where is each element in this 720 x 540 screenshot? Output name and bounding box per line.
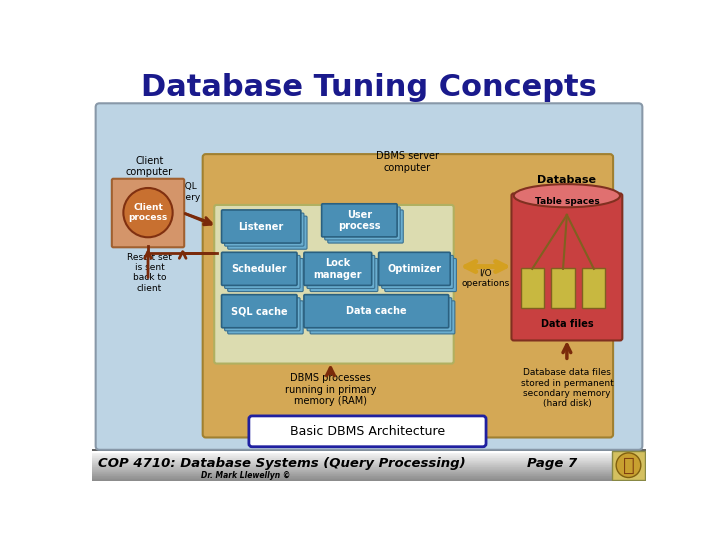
- FancyBboxPatch shape: [92, 455, 647, 456]
- Text: Lock
manager: Lock manager: [314, 258, 362, 280]
- FancyBboxPatch shape: [92, 461, 647, 462]
- FancyBboxPatch shape: [92, 465, 647, 466]
- FancyBboxPatch shape: [92, 458, 647, 459]
- Text: User
process: User process: [338, 210, 381, 231]
- Text: Basic DBMS Architecture: Basic DBMS Architecture: [290, 425, 445, 438]
- Text: Result set
is sent
back to
client: Result set is sent back to client: [127, 253, 172, 293]
- FancyBboxPatch shape: [384, 259, 456, 292]
- FancyBboxPatch shape: [222, 295, 297, 328]
- FancyBboxPatch shape: [92, 475, 647, 476]
- Text: Optimizer: Optimizer: [387, 264, 441, 274]
- FancyBboxPatch shape: [228, 216, 307, 249]
- Text: Page 7: Page 7: [527, 457, 577, 470]
- FancyBboxPatch shape: [328, 210, 403, 243]
- Circle shape: [616, 453, 641, 477]
- FancyBboxPatch shape: [92, 478, 647, 479]
- Text: Data files: Data files: [541, 319, 593, 329]
- FancyBboxPatch shape: [222, 252, 297, 286]
- FancyBboxPatch shape: [92, 470, 647, 471]
- FancyBboxPatch shape: [92, 464, 647, 465]
- Text: COP 4710: Database Systems (Query Processing): COP 4710: Database Systems (Query Proces…: [98, 457, 466, 470]
- FancyBboxPatch shape: [92, 480, 647, 481]
- FancyBboxPatch shape: [310, 259, 378, 292]
- FancyBboxPatch shape: [92, 466, 647, 467]
- FancyBboxPatch shape: [304, 252, 372, 286]
- Text: Client
computer: Client computer: [126, 156, 173, 177]
- FancyBboxPatch shape: [379, 252, 450, 286]
- FancyBboxPatch shape: [310, 301, 455, 334]
- FancyBboxPatch shape: [92, 468, 647, 469]
- Text: Database Tuning Concepts: Database Tuning Concepts: [141, 73, 597, 103]
- Text: 𝄞: 𝄞: [623, 456, 634, 475]
- FancyBboxPatch shape: [92, 472, 647, 473]
- FancyBboxPatch shape: [92, 469, 647, 470]
- Text: Scheduler: Scheduler: [232, 264, 287, 274]
- FancyBboxPatch shape: [322, 204, 397, 237]
- FancyBboxPatch shape: [92, 462, 647, 463]
- Text: Listener: Listener: [238, 221, 284, 232]
- FancyBboxPatch shape: [511, 193, 622, 340]
- FancyBboxPatch shape: [249, 416, 486, 447]
- FancyBboxPatch shape: [225, 255, 300, 288]
- Text: Database data files
stored in permanent
secondary memory
(hard disk): Database data files stored in permanent …: [521, 368, 613, 408]
- FancyBboxPatch shape: [92, 467, 647, 468]
- Text: Data cache: Data cache: [346, 306, 407, 316]
- FancyBboxPatch shape: [225, 298, 300, 331]
- Circle shape: [123, 188, 173, 237]
- FancyBboxPatch shape: [552, 268, 575, 308]
- FancyBboxPatch shape: [304, 295, 449, 328]
- FancyBboxPatch shape: [92, 453, 647, 454]
- FancyBboxPatch shape: [222, 210, 301, 243]
- FancyBboxPatch shape: [92, 463, 647, 464]
- Text: I/O
operations: I/O operations: [461, 268, 509, 288]
- FancyBboxPatch shape: [92, 479, 647, 480]
- FancyBboxPatch shape: [92, 460, 647, 461]
- FancyBboxPatch shape: [215, 205, 454, 363]
- Text: DBMS processes
running in primary
memory (RAM): DBMS processes running in primary memory…: [285, 373, 376, 406]
- FancyBboxPatch shape: [307, 298, 451, 331]
- FancyBboxPatch shape: [92, 454, 647, 455]
- FancyBboxPatch shape: [96, 103, 642, 450]
- FancyBboxPatch shape: [225, 213, 304, 246]
- Ellipse shape: [514, 184, 620, 207]
- FancyBboxPatch shape: [92, 457, 647, 458]
- FancyBboxPatch shape: [92, 456, 647, 457]
- FancyBboxPatch shape: [228, 301, 303, 334]
- FancyBboxPatch shape: [228, 259, 303, 292]
- Text: SQL
query: SQL query: [175, 182, 201, 201]
- FancyBboxPatch shape: [612, 450, 645, 480]
- FancyBboxPatch shape: [382, 255, 454, 288]
- FancyBboxPatch shape: [92, 65, 647, 481]
- FancyBboxPatch shape: [92, 477, 647, 478]
- FancyBboxPatch shape: [92, 474, 647, 475]
- FancyBboxPatch shape: [203, 154, 613, 437]
- FancyBboxPatch shape: [325, 207, 400, 240]
- Text: Table spaces: Table spaces: [534, 197, 599, 206]
- FancyBboxPatch shape: [92, 476, 647, 477]
- Text: Dr. Mark Llewellyn ©: Dr. Mark Llewellyn ©: [201, 471, 290, 481]
- Text: Client
process: Client process: [128, 203, 168, 222]
- FancyBboxPatch shape: [112, 179, 184, 247]
- Text: Database: Database: [537, 176, 596, 185]
- Text: DBMS server
computer: DBMS server computer: [376, 151, 439, 173]
- FancyBboxPatch shape: [92, 473, 647, 474]
- FancyBboxPatch shape: [92, 459, 647, 460]
- FancyBboxPatch shape: [521, 268, 544, 308]
- FancyBboxPatch shape: [92, 471, 647, 472]
- FancyBboxPatch shape: [582, 268, 606, 308]
- FancyBboxPatch shape: [307, 255, 375, 288]
- Text: SQL cache: SQL cache: [231, 306, 287, 316]
